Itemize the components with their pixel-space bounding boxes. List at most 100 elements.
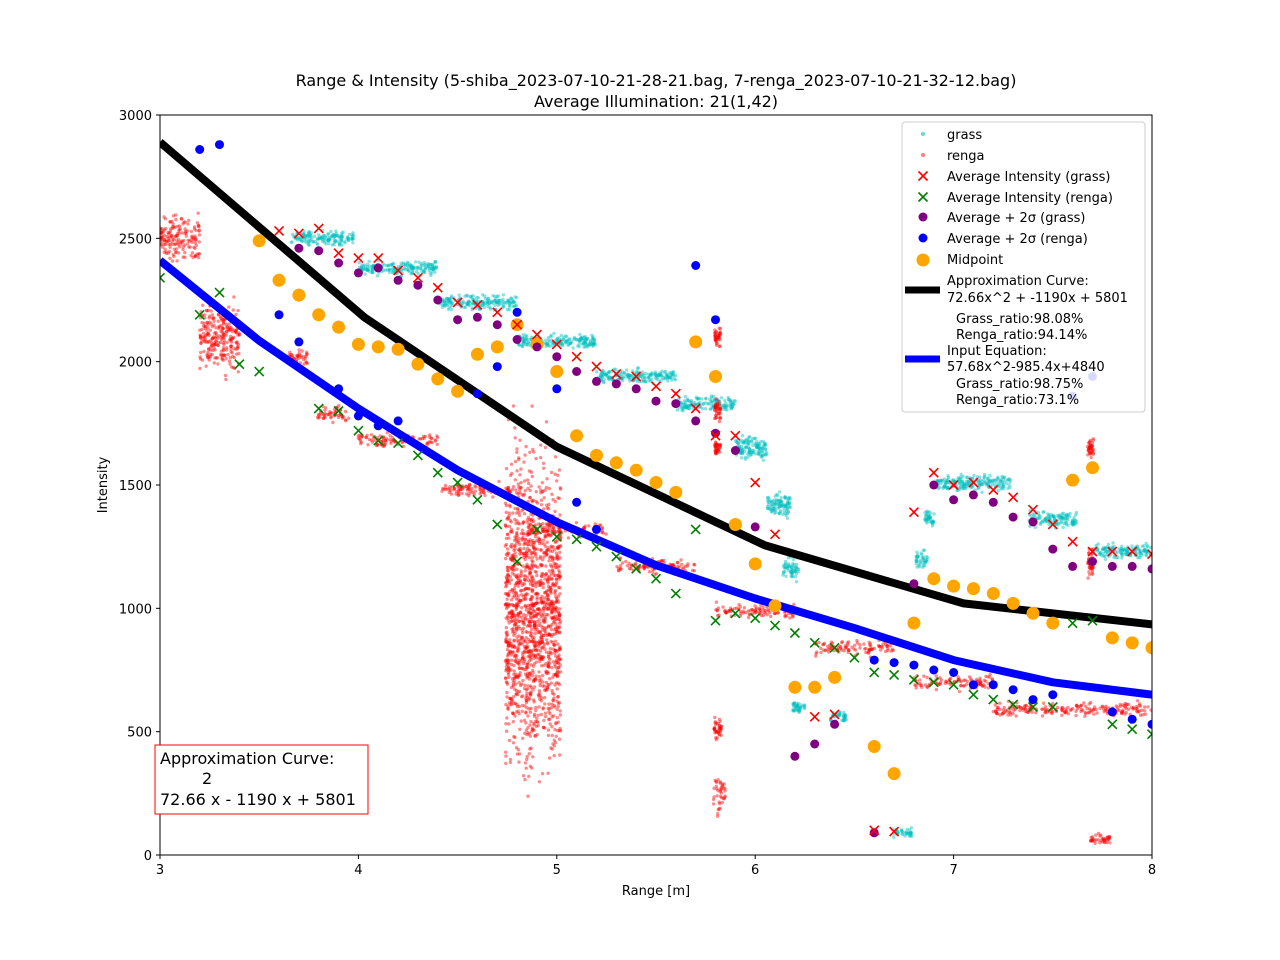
renga-point bbox=[557, 665, 561, 670]
renga-point bbox=[216, 341, 221, 345]
grass-point bbox=[654, 372, 658, 376]
renga-point bbox=[337, 404, 341, 408]
renga-point bbox=[205, 321, 210, 325]
grass-point bbox=[670, 371, 674, 375]
renga-point bbox=[513, 506, 517, 511]
grass-point bbox=[794, 580, 799, 584]
grass-point bbox=[441, 297, 445, 301]
grass-point bbox=[428, 263, 433, 267]
grass-point bbox=[584, 337, 588, 342]
grass-point bbox=[752, 450, 756, 454]
grass-point bbox=[468, 295, 473, 299]
grass-point bbox=[759, 455, 763, 459]
grass-point bbox=[730, 402, 734, 407]
grass-point bbox=[433, 259, 437, 264]
renga-point bbox=[671, 563, 676, 567]
grass-point bbox=[685, 406, 689, 410]
grass-point bbox=[1138, 548, 1142, 553]
grass-point bbox=[683, 404, 687, 409]
renga-point bbox=[627, 561, 631, 565]
grass-point bbox=[749, 439, 753, 443]
grass-point bbox=[760, 447, 765, 451]
grass-point bbox=[370, 270, 374, 275]
renga-point bbox=[515, 635, 519, 639]
grass-point bbox=[722, 404, 726, 408]
renga-point bbox=[177, 224, 182, 228]
renga-point bbox=[525, 695, 530, 699]
renga-point bbox=[535, 656, 539, 660]
renga-point bbox=[549, 681, 553, 685]
grass-point bbox=[371, 268, 375, 272]
grass-point bbox=[722, 403, 726, 407]
renga-point bbox=[539, 443, 543, 447]
renga-point bbox=[1142, 709, 1147, 713]
grass-point bbox=[303, 235, 307, 239]
grass-point bbox=[628, 379, 632, 383]
renga-point bbox=[181, 247, 185, 252]
renga-point bbox=[513, 535, 517, 539]
renga-point bbox=[542, 529, 546, 534]
grass-point bbox=[336, 240, 340, 244]
grass-point bbox=[514, 303, 518, 308]
renga-point bbox=[515, 532, 519, 536]
renga-point bbox=[389, 441, 393, 445]
renga-point bbox=[513, 614, 517, 618]
renga-point bbox=[822, 642, 826, 647]
renga-point bbox=[510, 530, 514, 534]
grass-point bbox=[945, 486, 949, 491]
grass-point bbox=[602, 373, 606, 377]
renga-point bbox=[557, 701, 562, 705]
grass-point bbox=[563, 340, 568, 344]
grass-point bbox=[350, 237, 354, 242]
grass-point bbox=[685, 404, 689, 408]
renga-point bbox=[815, 650, 819, 654]
grass-point bbox=[582, 342, 586, 346]
grass-point bbox=[757, 445, 761, 450]
grass-point bbox=[391, 271, 395, 275]
renga-point bbox=[513, 478, 517, 482]
grass-point bbox=[696, 396, 700, 401]
grass-point bbox=[783, 504, 787, 508]
grass-point bbox=[343, 241, 347, 245]
grass-point bbox=[754, 443, 758, 448]
grass-point bbox=[687, 404, 691, 408]
grass-point bbox=[585, 345, 589, 349]
grass-point bbox=[626, 373, 631, 378]
renga-point bbox=[519, 485, 523, 490]
renga-point bbox=[504, 581, 508, 585]
renga-point bbox=[1060, 713, 1064, 717]
renga-point bbox=[526, 618, 530, 622]
grass-point bbox=[421, 270, 426, 274]
renga-point bbox=[531, 560, 535, 564]
renga-point bbox=[509, 598, 514, 602]
renga-point bbox=[523, 453, 527, 457]
grass-point bbox=[492, 299, 496, 303]
grass-point bbox=[937, 479, 942, 483]
renga-point bbox=[988, 672, 992, 677]
grass-point bbox=[689, 398, 694, 403]
grass-point bbox=[756, 441, 761, 446]
renga-point bbox=[531, 583, 535, 588]
grass-point bbox=[522, 339, 527, 343]
grass-point bbox=[555, 337, 560, 342]
grass-point bbox=[470, 296, 474, 300]
renga-point bbox=[553, 509, 557, 514]
renga-point bbox=[525, 478, 530, 482]
grass-point bbox=[619, 372, 624, 376]
renga-point bbox=[369, 433, 374, 437]
grass-point bbox=[588, 340, 593, 344]
grass-point bbox=[680, 402, 684, 406]
renga-point bbox=[555, 671, 559, 675]
grass-point bbox=[447, 305, 451, 310]
grass-point bbox=[668, 375, 672, 380]
renga-point bbox=[545, 540, 549, 544]
grass-point bbox=[422, 270, 427, 274]
grass-point bbox=[659, 373, 663, 377]
renga-point bbox=[542, 695, 547, 700]
renga-point bbox=[532, 677, 537, 682]
renga-point bbox=[508, 650, 513, 654]
grass-point bbox=[714, 398, 718, 403]
grass-point bbox=[415, 265, 419, 269]
renga-point bbox=[536, 592, 540, 597]
grass-point bbox=[646, 375, 650, 380]
